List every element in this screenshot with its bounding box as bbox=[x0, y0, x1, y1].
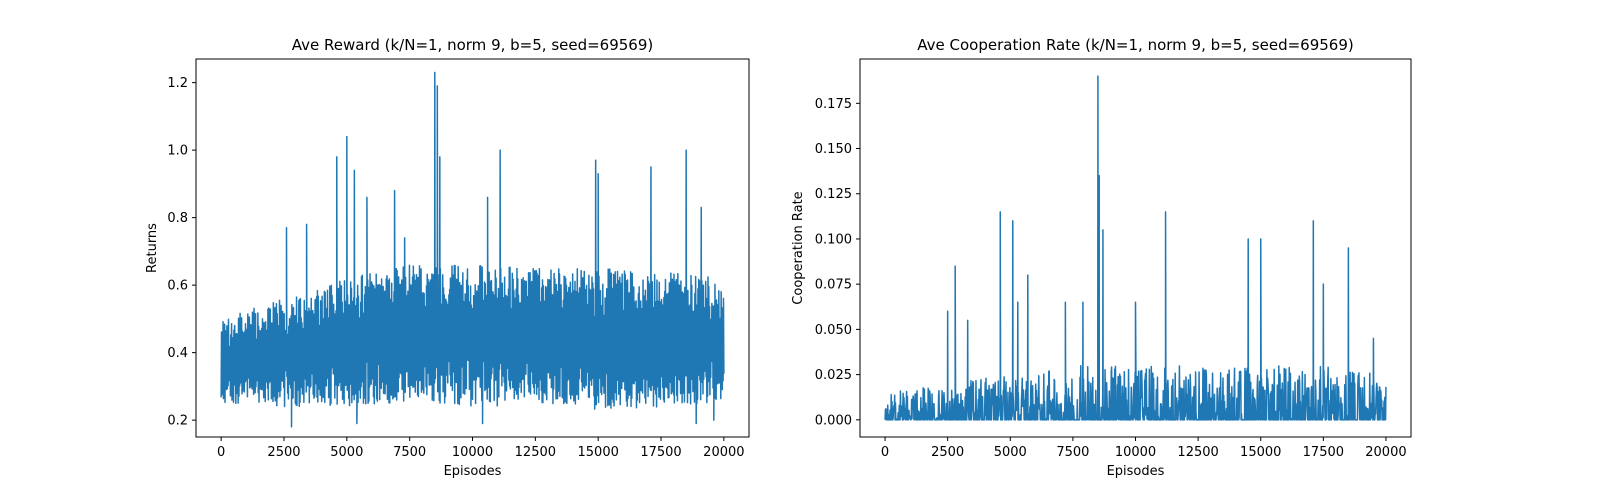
cooperation-x-tick-label-7: 17500 bbox=[1303, 445, 1344, 460]
cooperation-chart: 0 2500 5000 7500 10000 12500 15000 17500 20000 0… bbox=[791, 36, 1412, 479]
cooperation-y-ticks: 0.000 0.025 0.050 0.075 0.100 0.125 0.150 0.175 bbox=[815, 97, 860, 428]
cooperation-x-tick-label-3: 7500 bbox=[1056, 445, 1089, 460]
reward-x-tick-label-0: 0 bbox=[217, 445, 225, 460]
reward-x-ticks: 0 2500 5000 7500 10000 12500 15000 17500 20000 bbox=[217, 437, 745, 460]
reward-y-ticks: 0.2 0.4 0.6 0.8 1.0 1.2 bbox=[167, 76, 196, 429]
reward-chart: 0 2500 5000 7500 10000 12500 15000 17500 20000 0… bbox=[145, 36, 750, 479]
cooperation-y-tick-label-2: 0.050 bbox=[815, 323, 852, 338]
cooperation-x-tick-label-6: 15000 bbox=[1240, 445, 1281, 460]
cooperation-y-tick-label-0: 0.000 bbox=[815, 413, 852, 428]
reward-y-tick-label-1: 0.4 bbox=[167, 346, 188, 361]
cooperation-x-tick-label-4: 10000 bbox=[1115, 445, 1156, 460]
cooperation-y-tick-label-7: 0.175 bbox=[815, 97, 852, 112]
cooperation-y-tick-label-3: 0.075 bbox=[815, 278, 852, 293]
cooperation-y-tick-label-6: 0.150 bbox=[815, 142, 852, 157]
reward-y-axis-label: Returns bbox=[145, 223, 160, 273]
reward-y-tick-label-3: 0.8 bbox=[167, 211, 188, 226]
cooperation-chart-title: Ave Cooperation Rate (k/N=1, norm 9, b=5… bbox=[917, 36, 1353, 54]
cooperation-x-tick-label-5: 12500 bbox=[1177, 445, 1218, 460]
reward-x-tick-label-2: 5000 bbox=[330, 445, 363, 460]
cooperation-y-axis-label: Cooperation Rate bbox=[791, 191, 806, 304]
reward-chart-title: Ave Reward (k/N=1, norm 9, b=5, seed=695… bbox=[292, 36, 654, 54]
cooperation-series-line bbox=[884, 75, 1387, 421]
cooperation-x-tick-label-1: 2500 bbox=[931, 445, 964, 460]
reward-series-line bbox=[220, 71, 725, 428]
cooperation-y-tick-label-1: 0.025 bbox=[815, 368, 852, 383]
reward-x-tick-label-3: 7500 bbox=[393, 445, 426, 460]
reward-x-tick-label-6: 15000 bbox=[578, 445, 619, 460]
reward-y-tick-label-0: 0.2 bbox=[167, 414, 188, 429]
reward-y-tick-label-5: 1.2 bbox=[167, 76, 188, 91]
reward-y-tick-label-2: 0.6 bbox=[167, 279, 188, 294]
cooperation-x-axis-label: Episodes bbox=[1107, 464, 1165, 479]
reward-x-tick-label-1: 2500 bbox=[267, 445, 300, 460]
reward-x-axis-label: Episodes bbox=[444, 464, 502, 479]
reward-x-tick-label-4: 10000 bbox=[452, 445, 493, 460]
cooperation-x-ticks: 0 2500 5000 7500 10000 12500 15000 17500 20000 bbox=[881, 437, 1407, 460]
cooperation-x-tick-label-0: 0 bbox=[881, 445, 889, 460]
cooperation-y-tick-label-4: 0.100 bbox=[815, 232, 852, 247]
cooperation-y-tick-label-5: 0.125 bbox=[815, 187, 852, 202]
reward-x-tick-label-7: 17500 bbox=[640, 445, 681, 460]
cooperation-x-tick-label-8: 20000 bbox=[1365, 445, 1406, 460]
cooperation-x-tick-label-2: 5000 bbox=[994, 445, 1027, 460]
reward-series-path bbox=[220, 71, 725, 428]
reward-y-tick-label-4: 1.0 bbox=[167, 144, 188, 159]
reward-x-tick-label-8: 20000 bbox=[703, 445, 744, 460]
cooperation-series-path bbox=[884, 75, 1387, 421]
reward-x-tick-label-5: 12500 bbox=[515, 445, 556, 460]
